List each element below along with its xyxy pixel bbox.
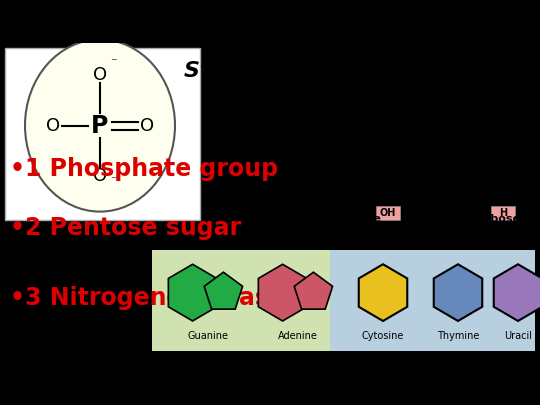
Polygon shape — [434, 264, 482, 321]
Text: Adenine: Adenine — [278, 331, 318, 341]
Text: 2': 2' — [497, 196, 504, 206]
Text: 4': 4' — [432, 140, 440, 149]
Text: P: P — [91, 113, 109, 138]
Text: 2': 2' — [382, 196, 389, 206]
Text: H: H — [447, 157, 453, 166]
Text: 3': 3' — [444, 196, 452, 206]
Polygon shape — [204, 272, 242, 309]
Text: OH: OH — [528, 134, 540, 144]
Text: Cytosine: Cytosine — [362, 331, 404, 341]
Text: H: H — [367, 183, 373, 192]
Text: O: O — [46, 117, 60, 134]
Bar — [491, 206, 515, 220]
Text: O: O — [93, 66, 107, 84]
Text: H: H — [346, 183, 353, 192]
Text: Uracil: Uracil — [504, 331, 532, 341]
Text: Thymine: Thymine — [437, 331, 479, 341]
Text: 5': 5' — [312, 101, 319, 110]
Text: OH: OH — [380, 208, 396, 218]
Bar — [330, 250, 535, 351]
Text: H: H — [461, 183, 468, 192]
Polygon shape — [294, 272, 333, 309]
Bar — [5, 47, 200, 220]
Bar — [152, 250, 330, 351]
Ellipse shape — [25, 39, 175, 211]
Text: O: O — [356, 115, 364, 125]
Text: 4': 4' — [317, 140, 325, 149]
Text: Ribose: Ribose — [339, 214, 381, 224]
Text: Guanine: Guanine — [187, 331, 228, 341]
Text: H: H — [332, 157, 338, 166]
Text: H: H — [509, 155, 515, 164]
Polygon shape — [258, 264, 307, 321]
Polygon shape — [359, 264, 407, 321]
Text: OH: OH — [319, 208, 334, 218]
Text: H: H — [482, 183, 488, 192]
Text: HOCH₂: HOCH₂ — [285, 110, 318, 120]
Text: •3 Nitrogenous base: •3 Nitrogenous base — [10, 286, 285, 310]
Text: O: O — [471, 115, 479, 125]
Text: H: H — [499, 208, 507, 218]
Text: HOCH₂: HOCH₂ — [400, 110, 433, 120]
Text: O: O — [93, 167, 107, 185]
Text: O: O — [467, 103, 475, 113]
Text: O: O — [352, 103, 360, 113]
Polygon shape — [494, 264, 540, 321]
Text: 2-Deoxyribose: 2-Deoxyribose — [430, 214, 520, 224]
Text: 3': 3' — [329, 196, 337, 206]
Text: 1': 1' — [511, 140, 519, 149]
Text: OH: OH — [434, 208, 449, 218]
Text: •1 Phosphate group: •1 Phosphate group — [10, 157, 278, 181]
Text: ⁻: ⁻ — [110, 56, 117, 69]
Text: O: O — [140, 117, 154, 134]
Polygon shape — [168, 264, 217, 321]
Text: OH: OH — [413, 134, 428, 144]
Text: •2 Pentose sugar: •2 Pentose sugar — [10, 216, 241, 240]
Text: 5': 5' — [427, 101, 434, 110]
Text: Phosphate
group: Phosphate group — [67, 227, 133, 255]
Bar — [376, 206, 400, 220]
Text: 1': 1' — [396, 140, 404, 149]
Text: H: H — [394, 155, 400, 164]
Text: ⁻: ⁻ — [110, 174, 117, 187]
Text: (b): (b) — [278, 131, 294, 141]
Text: Structure of nucleotide: Structure of nucleotide — [184, 61, 476, 81]
